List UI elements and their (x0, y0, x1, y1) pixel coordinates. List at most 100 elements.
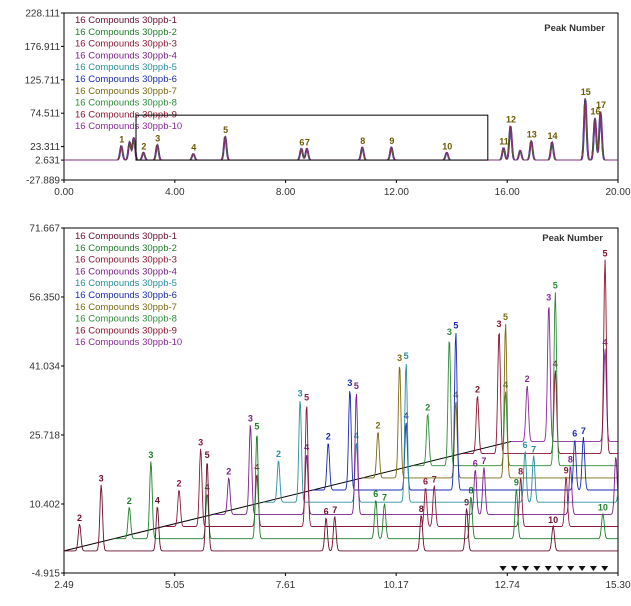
stacked-peak-label: 7 (382, 492, 387, 502)
stacked-peak-label: 7 (531, 445, 536, 455)
stacked-trace (213, 393, 619, 515)
stacked-x-axis: 2.49 5.05 7.61 10.17 12.74 15.30 (54, 573, 631, 591)
stacked-peak-label: 6 (373, 489, 378, 499)
stacked-trace (362, 323, 618, 479)
overview-y-axis: 228.111 176.911 125.711 74.511 23.311 2.631 -2… (25, 9, 64, 187)
stacked-y-tick-label: -4.915 (32, 569, 61, 580)
stacked-peak-label: 3 (298, 389, 303, 399)
stacked-legend-entry: 16 Compounds 30ppb-1 (75, 231, 177, 242)
overview-x-tick-label: 8.00 (276, 187, 296, 198)
overview-peak-label: 11 (499, 137, 509, 147)
stacked-peak-label: 2 (77, 513, 82, 523)
overview-peak-label: 5 (223, 125, 228, 135)
stacked-peak-label: 3 (546, 293, 551, 303)
stacked-peak-label: 4 (354, 431, 359, 441)
overview-x-tick-label: 0.00 (54, 187, 74, 198)
stacked-x-tick-label: 15.30 (605, 580, 630, 591)
stacked-trace (164, 406, 618, 527)
stacked-y-axis: 71.667 56.350 41.034 25.718 10.402 -4.915 (29, 224, 64, 580)
overview-legend-entry: 16 Compounds 30ppb-2 (75, 27, 177, 38)
overview-peak-label: 1 (119, 135, 124, 145)
overview-y-tick-label: -27.889 (26, 176, 60, 187)
time-marker-triangle (589, 566, 597, 571)
stacked-peak-label: 4 (404, 411, 409, 421)
overview-y-tick-label: 176.911 (25, 42, 61, 53)
stacked-trace (512, 307, 618, 442)
time-markers (499, 566, 609, 571)
stacked-y-tick-label: 71.667 (29, 224, 60, 235)
stacked-peak-label: 5 (205, 450, 210, 460)
stacked-legend-entry: 16 Compounds 30ppb-10 (75, 337, 182, 348)
overview-x-tick-label: 20.00 (605, 187, 630, 198)
stacked-peak-label: 3 (248, 413, 253, 423)
stacked-peak-label: 7 (581, 426, 586, 436)
stacked-legend-entry: 16 Compounds 30ppb-4 (75, 266, 177, 277)
overview-chromatogram: Peak Number 16 Compounds 30ppb-116 Compo… (25, 9, 631, 199)
time-marker-triangle (533, 566, 541, 571)
stacked-peak-label: 2 (226, 467, 231, 477)
stacked-y-tick-label: 41.034 (29, 362, 60, 373)
overview-peak-label: 17 (596, 100, 606, 110)
stacked-peak-label: 3 (347, 378, 352, 388)
stacked-x-tick-label: 12.74 (495, 580, 520, 591)
overview-peak-label: 10 (442, 141, 452, 151)
stacked-peak-label: 3 (497, 319, 502, 329)
stacked-peak-label: 5 (354, 381, 359, 391)
stacked-legend: 16 Compounds 30ppb-116 Compounds 30ppb-2… (75, 231, 182, 348)
stacked-x-tick-label: 7.61 (276, 580, 296, 591)
stacked-peak-label: 10 (548, 515, 558, 525)
overview-peak-label: 4 (191, 143, 196, 153)
stacked-peak-label: 2 (177, 479, 182, 489)
stacked-peak-label: 5 (503, 312, 508, 322)
stacked-peak-label: 4 (503, 380, 508, 390)
stacked-peak-label: 5 (603, 248, 608, 258)
stacked-peak-label: 6 (324, 507, 329, 517)
time-marker-triangle (499, 566, 507, 571)
stacked-peak-label: 5 (553, 281, 558, 291)
stacked-peak-label: 6 (473, 458, 478, 468)
overview-y-tick-label: 23.311 (30, 142, 60, 153)
time-marker-triangle (522, 566, 530, 571)
stacked-peak-label: 9 (564, 465, 569, 475)
stacked-peak-label: 3 (198, 437, 203, 447)
stacked-legend-entry: 16 Compounds 30ppb-5 (75, 278, 177, 289)
overview-peak-label: 13 (527, 130, 537, 140)
stacked-peak-label: 10 (598, 502, 608, 512)
time-marker-triangle (544, 566, 552, 571)
time-marker-triangle (510, 566, 518, 571)
overview-peak-label: 15 (581, 87, 591, 97)
time-marker-triangle (578, 566, 586, 571)
stacked-peak-label: 4 (603, 338, 608, 348)
stacked-peak-label: 7 (332, 505, 337, 515)
stacked-peak-label: 8 (518, 466, 523, 476)
overview-y-tick-label: 125.711 (25, 75, 61, 86)
stacked-trace (64, 463, 618, 552)
stacked-trace (412, 292, 618, 467)
overview-legend-entry: 16 Compounds 30ppb-7 (75, 86, 177, 97)
overview-x-tick-label: 4.00 (165, 187, 185, 198)
overview-peak-label: 14 (548, 131, 558, 141)
stacked-x-tick-label: 10.17 (384, 580, 409, 591)
stacked-legend-entry: 16 Compounds 30ppb-2 (75, 243, 177, 254)
overview-peak-label: 12 (506, 115, 516, 125)
overview-legend-entry: 16 Compounds 30ppb-9 (75, 109, 177, 120)
overview-x-tick-label: 16.00 (495, 187, 520, 198)
stacked-peak-label: 2 (425, 402, 430, 412)
time-marker-triangle (567, 566, 575, 571)
overview-y-tick-label: 74.511 (30, 109, 60, 120)
time-marker-triangle (556, 566, 563, 571)
stacked-peak-label: 5 (404, 351, 409, 361)
overview-legend-entry: 16 Compounds 30ppb-3 (75, 39, 177, 50)
overview-legend-entry: 16 Compounds 30ppb-5 (75, 62, 177, 73)
stacked-peak-label: 6 (523, 440, 528, 450)
stacked-trace (263, 364, 619, 503)
stacked-peak-label: 5 (254, 422, 259, 432)
stacked-peak-label: 3 (99, 474, 104, 484)
overview-y-tick-label: 2.631 (35, 156, 60, 167)
time-marker-triangle (601, 566, 609, 571)
stacked-peak-label: 2 (375, 420, 380, 430)
stacked-peak-label: 2 (276, 449, 281, 459)
